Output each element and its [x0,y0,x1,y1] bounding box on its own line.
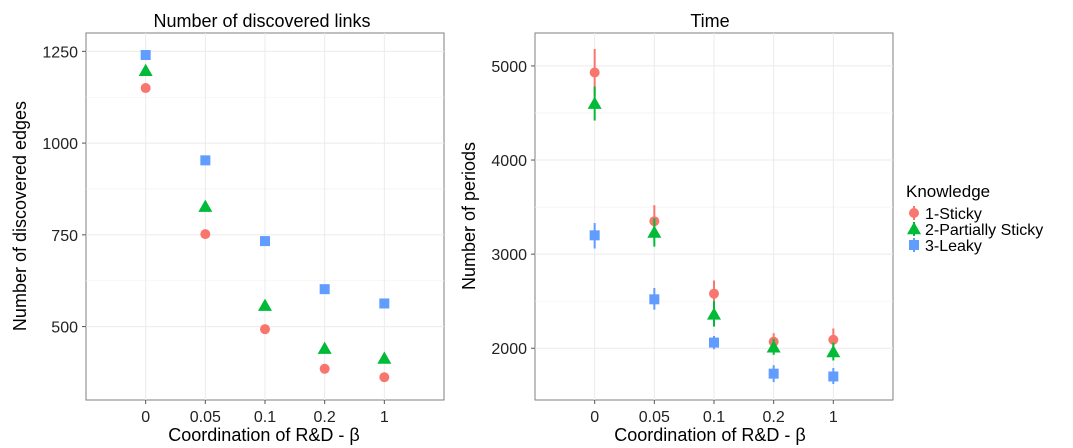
legend-key-marker [909,208,919,218]
data-point [140,83,151,94]
data-point [587,96,602,109]
right-data-points [587,48,841,385]
x-tick-label: 0.1 [703,409,725,426]
x-tick-label: 0.2 [314,409,336,426]
right-x-axis-title: Coordination of R&D - β [614,425,805,445]
left-grid [86,33,444,400]
data-point [379,298,390,309]
legend-key-marker [909,240,919,250]
panel-left: Number of discovered links 500 750 1000 125… [10,11,445,445]
x-tick-label: 0 [141,409,150,426]
data-point [198,199,213,212]
y-tick-label: 750 [51,228,78,245]
y-tick-label: 1250 [42,44,78,61]
data-point [647,225,662,238]
data-point [260,324,270,335]
left-x-axis-title: Coordination of R&D - β [168,425,359,445]
y-tick-label: 1000 [42,136,78,153]
x-tick-label: 0.2 [763,409,785,426]
left-chart-title: Number of discovered links [153,11,370,31]
data-point [589,230,600,241]
legend-key-marker [907,222,921,235]
left-data-points [138,50,392,383]
legend-title: Knowledge [906,182,990,201]
y-tick-label: 5000 [491,59,527,76]
legend-label: 3-Leaky [925,238,982,255]
data-point [260,236,270,247]
data-point [709,337,719,348]
left-y-axis-title: Number of discovered edges [10,101,30,331]
data-point [589,67,600,78]
x-tick-label: 0.1 [254,409,276,426]
data-point [766,340,781,353]
data-point [707,307,721,320]
data-point [319,284,330,295]
right-y-ticks: 2000 3000 4000 5000 [491,59,535,358]
left-y-ticks: 500 750 1000 1250 [42,44,86,337]
data-point [317,341,332,354]
y-tick-label: 2000 [491,341,527,358]
y-tick-label: 3000 [491,247,527,264]
right-chart-title: Time [690,11,729,31]
x-tick-label: 1 [829,409,838,426]
y-tick-label: 4000 [491,153,527,170]
data-point [138,63,153,77]
x-tick-label: 0.05 [190,409,221,426]
y-tick-label: 500 [51,320,78,337]
x-tick-label: 1 [380,409,389,426]
data-point [377,351,392,364]
data-point [828,334,839,345]
panel-right: Time 2000 3000 4000 5000 0 0.05 0.1 0.2 1 Coord… [459,11,894,445]
data-point [649,294,660,305]
right-x-ticks: 0 0.05 0.1 0.2 1 [590,400,838,426]
data-point [140,50,151,61]
data-point [319,363,330,374]
data-point [200,229,211,240]
data-point [828,371,839,382]
x-tick-label: 0.05 [639,409,670,426]
right-y-axis-title: Number of periods [459,142,479,290]
legend-label: 2-Partially Sticky [925,222,1043,239]
data-point [379,372,390,383]
legend-label: 1-Sticky [925,206,982,223]
x-tick-label: 0 [590,409,599,426]
left-x-ticks: 0 0.05 0.1 0.2 1 [141,400,389,426]
data-point [826,345,841,358]
data-point [768,368,779,379]
data-point [258,298,272,311]
data-point [200,155,211,166]
data-point [709,288,719,299]
